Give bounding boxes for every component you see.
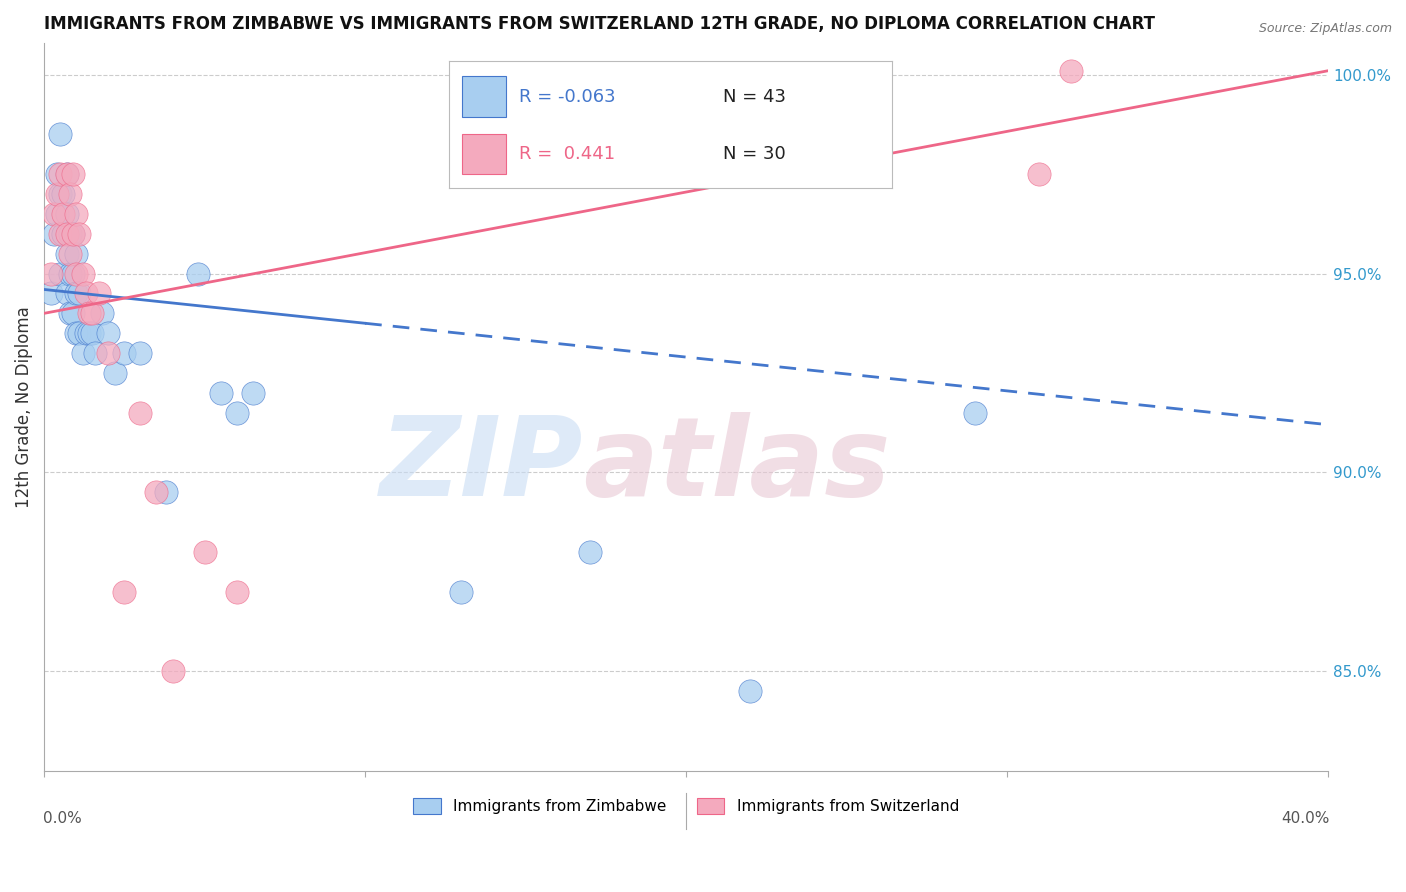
Point xyxy=(225,584,247,599)
Point xyxy=(65,246,87,260)
Point xyxy=(740,684,762,698)
Point xyxy=(97,326,120,341)
Point xyxy=(55,167,77,181)
Legend: Immigrants from Zimbabwe, Immigrants from Switzerland: Immigrants from Zimbabwe, Immigrants fro… xyxy=(413,798,959,814)
Point xyxy=(129,406,152,420)
Point xyxy=(77,306,100,320)
Point xyxy=(62,306,84,320)
Point xyxy=(49,267,72,281)
Point xyxy=(84,346,107,360)
Point xyxy=(42,207,65,221)
Point xyxy=(90,306,112,320)
Point xyxy=(112,584,135,599)
Point xyxy=(52,187,75,202)
Point xyxy=(55,207,77,221)
Point xyxy=(145,485,167,500)
Point xyxy=(67,227,90,241)
Y-axis label: 12th Grade, No Diploma: 12th Grade, No Diploma xyxy=(15,306,32,508)
Point xyxy=(65,286,87,301)
Point xyxy=(104,366,127,380)
Point xyxy=(242,385,264,400)
Point xyxy=(42,227,65,241)
Point xyxy=(39,267,62,281)
Point xyxy=(155,485,177,500)
Point xyxy=(129,346,152,360)
Point xyxy=(450,584,472,599)
Text: IMMIGRANTS FROM ZIMBABWE VS IMMIGRANTS FROM SWITZERLAND 12TH GRADE, NO DIPLOMA C: IMMIGRANTS FROM ZIMBABWE VS IMMIGRANTS F… xyxy=(44,15,1156,33)
Point xyxy=(55,227,77,241)
Point xyxy=(75,326,97,341)
Point xyxy=(77,326,100,341)
Point xyxy=(62,227,84,241)
Point xyxy=(1028,167,1050,181)
Point xyxy=(46,167,69,181)
Point xyxy=(194,545,217,559)
Point xyxy=(187,267,209,281)
Point xyxy=(46,207,69,221)
Point xyxy=(55,246,77,260)
Point xyxy=(55,167,77,181)
Text: 40.0%: 40.0% xyxy=(1281,811,1330,826)
Point xyxy=(59,227,82,241)
Point xyxy=(52,227,75,241)
Point xyxy=(82,306,104,320)
Point xyxy=(49,128,72,142)
Point xyxy=(65,267,87,281)
Text: Source: ZipAtlas.com: Source: ZipAtlas.com xyxy=(1258,22,1392,36)
Point xyxy=(82,326,104,341)
Point xyxy=(49,187,72,202)
Point xyxy=(65,326,87,341)
Point xyxy=(162,665,184,679)
Point xyxy=(62,167,84,181)
Point xyxy=(59,246,82,260)
Point xyxy=(59,187,82,202)
Point xyxy=(55,286,77,301)
Point xyxy=(72,267,94,281)
Point xyxy=(67,326,90,341)
Point xyxy=(225,406,247,420)
Point xyxy=(72,346,94,360)
Point xyxy=(46,187,69,202)
Point xyxy=(67,286,90,301)
Point xyxy=(87,286,110,301)
Point xyxy=(97,346,120,360)
Point xyxy=(579,545,602,559)
Text: atlas: atlas xyxy=(583,411,891,518)
Point xyxy=(209,385,232,400)
Text: 0.0%: 0.0% xyxy=(42,811,82,826)
Point xyxy=(59,267,82,281)
Point xyxy=(75,286,97,301)
Point xyxy=(49,167,72,181)
Text: ZIP: ZIP xyxy=(380,411,583,518)
Point xyxy=(52,207,75,221)
Point xyxy=(62,267,84,281)
Point xyxy=(1060,63,1083,78)
Point xyxy=(65,207,87,221)
Point xyxy=(39,286,62,301)
Point xyxy=(112,346,135,360)
Point xyxy=(835,76,858,90)
Point xyxy=(62,227,84,241)
Point xyxy=(49,227,72,241)
Point xyxy=(59,306,82,320)
Point xyxy=(963,406,986,420)
